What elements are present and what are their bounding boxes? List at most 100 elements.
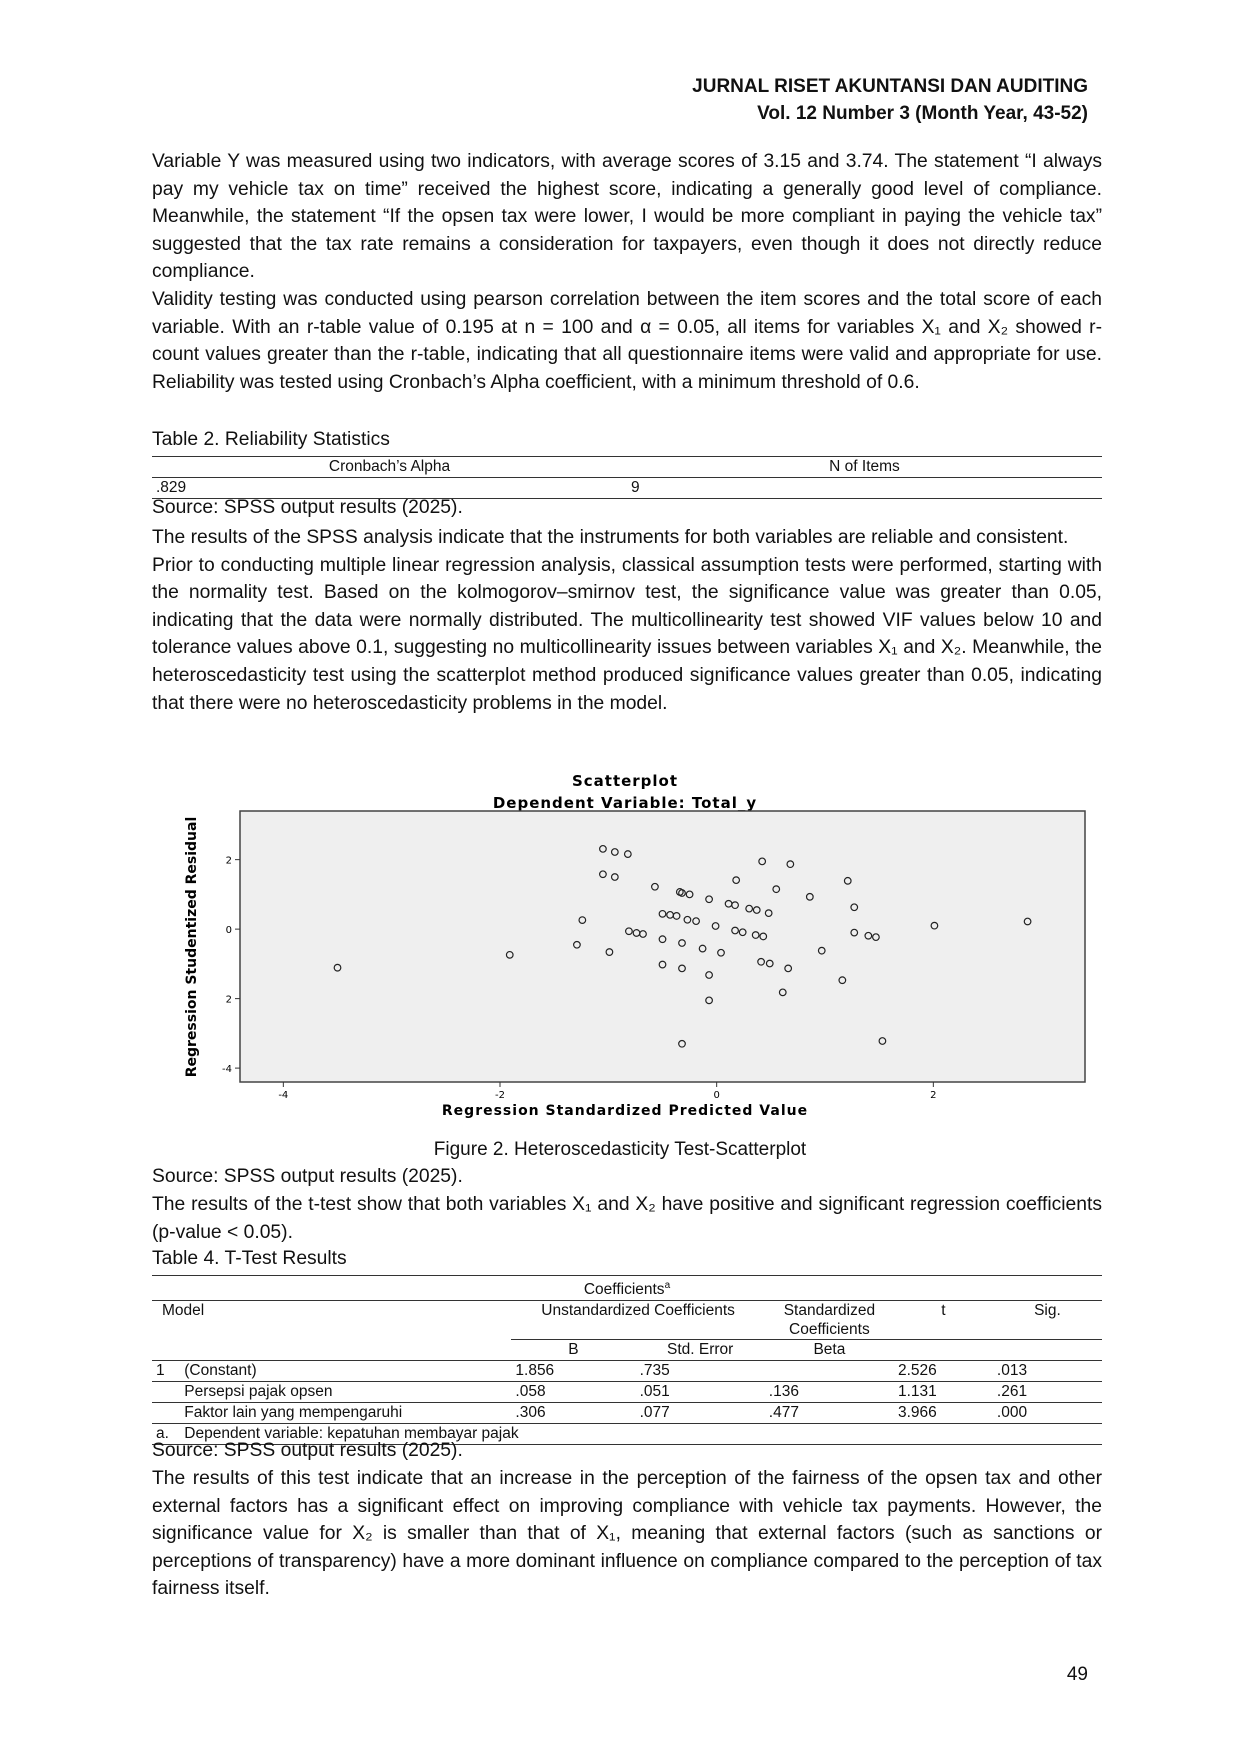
data-point — [758, 857, 767, 866]
data-point — [772, 885, 781, 894]
data-point — [698, 944, 707, 953]
data-point — [843, 876, 852, 885]
paragraph: Validity testing was conducted using pea… — [152, 288, 1102, 393]
data-point — [505, 950, 514, 959]
footnote-text: Dependent variable: kepatuhan membayar p… — [184, 1425, 519, 1443]
table-row: Persepsi pajak opsen .058 .051 .136 1.131 .26… — [152, 1382, 1102, 1403]
table4-source: Source: SPSS output results (2025). — [152, 1440, 463, 1461]
x-tick-label: -2 — [495, 1090, 505, 1101]
data-point — [658, 960, 667, 969]
data-point — [751, 931, 760, 939]
coefficients-table: Coefficientsa Model Unstandardized Coeff… — [152, 1275, 1102, 1445]
data-point — [705, 971, 713, 979]
data-point — [778, 988, 787, 997]
footnote-ref: a — [664, 1280, 671, 1291]
data-point — [599, 870, 607, 879]
cell: Persepsi pajak opsen — [184, 1383, 333, 1401]
cell — [152, 1382, 180, 1403]
cell: (Constant) — [184, 1362, 257, 1380]
table2-source: Source: SPSS output results (2025). — [152, 497, 463, 518]
data-point — [745, 904, 754, 913]
cell: .136 — [768, 1383, 799, 1401]
data-point — [752, 906, 761, 914]
header-t: t — [941, 1302, 946, 1320]
data-point — [757, 957, 765, 966]
y-axis-label: Regression Studentized Residual — [184, 817, 200, 1078]
body-text-top: Variable Y was measured using two indica… — [152, 148, 1102, 396]
data-point — [717, 948, 725, 957]
data-point — [678, 939, 686, 947]
header-b: B — [511, 1339, 636, 1361]
data-point — [864, 931, 873, 940]
data-point — [764, 909, 773, 918]
data-point — [1023, 917, 1032, 926]
data-point — [705, 996, 713, 1005]
data-point — [573, 940, 581, 949]
page-number: 49 — [1066, 1664, 1088, 1685]
paragraph: The results of the SPSS analysis indicat… — [152, 527, 1069, 548]
data-point — [678, 964, 686, 973]
cell: .077 — [639, 1404, 670, 1422]
cell: .261 — [996, 1383, 1028, 1401]
cell: 3.966 — [898, 1404, 937, 1422]
paragraph-t-test: The results of the t-test show that both… — [152, 1194, 1102, 1243]
paragraph-conclusion: The results of this test indicate that a… — [152, 1468, 1102, 1600]
data-point — [705, 895, 713, 904]
table-title-text: Coefficients — [583, 1281, 665, 1299]
plot-area — [239, 810, 1086, 1083]
cell: .058 — [515, 1383, 546, 1401]
cell: 9 — [631, 479, 640, 496]
data-point — [838, 976, 847, 985]
cell: 2.526 — [898, 1362, 937, 1380]
data-point — [683, 915, 692, 924]
cell: 1.856 — [515, 1362, 555, 1380]
data-point — [658, 935, 667, 944]
data-point — [692, 917, 700, 926]
reliability-table: Cronbach’s Alpha N of Items .829 9 — [152, 456, 1102, 499]
chart-subtitle: Dependent Variable: Total_y — [493, 794, 757, 812]
table-row: 1 (Constant) 1.856 .735 2.526 .013 — [152, 1361, 1102, 1382]
data-point — [759, 932, 768, 941]
data-point — [786, 860, 795, 869]
cell — [152, 1403, 180, 1424]
footnote-mark: a. — [156, 1425, 169, 1443]
y-tick-label: 2 — [226, 995, 232, 1006]
data-point — [639, 930, 647, 938]
x-tick-label: -4 — [278, 1090, 288, 1101]
table-footnote: a. Dependent variable: kepatuhan membaya… — [152, 1424, 1102, 1445]
cell: .306 — [515, 1404, 546, 1422]
data-point — [610, 873, 619, 881]
x-tick-label: 2 — [930, 1090, 936, 1101]
data-point — [625, 927, 633, 936]
data-point — [658, 909, 667, 918]
body-text-mid: The results of the SPSS analysis indicat… — [152, 524, 1102, 717]
data-point — [678, 1039, 686, 1048]
data-point — [678, 889, 686, 897]
data-point — [610, 848, 619, 856]
y-tick-label: -4 — [222, 1064, 232, 1075]
header-model: Model — [162, 1302, 205, 1320]
cell: 1.131 — [898, 1383, 937, 1401]
header-std-error: Std. Error — [635, 1339, 765, 1361]
data-point — [732, 876, 741, 885]
cell: .735 — [639, 1362, 670, 1380]
data-point — [711, 922, 720, 930]
cell: .051 — [639, 1383, 670, 1401]
data-point — [784, 964, 793, 973]
data-point — [605, 948, 614, 956]
data-point — [805, 892, 814, 901]
cell: 1 — [156, 1362, 165, 1380]
data-point — [878, 1037, 887, 1045]
data-point — [765, 959, 774, 968]
x-axis-label: Regression Standardized Predicted Value — [442, 1103, 808, 1119]
data-point — [623, 850, 632, 858]
data-point — [672, 912, 681, 920]
data-point — [930, 921, 939, 930]
table4-caption: Table 4. T-Test Results — [152, 1248, 347, 1269]
header-standardized: Standardized Coefficients — [783, 1302, 876, 1339]
data-point — [850, 928, 859, 937]
header-sig: Sig. — [1034, 1302, 1061, 1320]
data-point — [651, 882, 659, 891]
data-point — [333, 963, 342, 972]
cell: .477 — [768, 1404, 799, 1422]
